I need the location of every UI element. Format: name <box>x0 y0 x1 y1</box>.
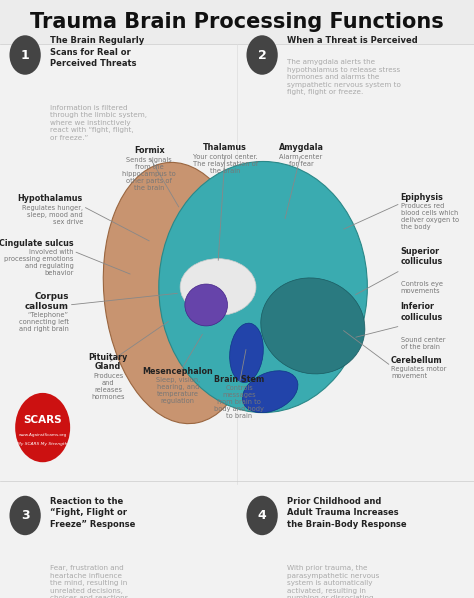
Text: Hypothalamus: Hypothalamus <box>18 194 83 203</box>
FancyBboxPatch shape <box>0 0 474 44</box>
Ellipse shape <box>229 323 264 383</box>
Text: Fear, frustration and
heartache influence
the mind, resulting in
unrelated decis: Fear, frustration and heartache influenc… <box>50 565 131 598</box>
Circle shape <box>9 35 41 75</box>
Text: Sleep, vision,
hearing, and
temperature
regulation: Sleep, vision, hearing, and temperature … <box>155 377 200 404</box>
Circle shape <box>246 35 278 75</box>
Circle shape <box>15 393 70 462</box>
Text: Mesencephalon: Mesencephalon <box>142 367 213 376</box>
Text: www.AgainstScams.org: www.AgainstScams.org <box>18 433 67 437</box>
Text: 1: 1 <box>21 48 29 62</box>
Ellipse shape <box>159 161 367 413</box>
Text: Information is filtered
through the limbic system,
where we instinctively
react : Information is filtered through the limb… <box>50 105 147 141</box>
Text: “Telephone”
connecting left
and right brain: “Telephone” connecting left and right br… <box>19 312 69 332</box>
Circle shape <box>9 496 41 535</box>
Text: Cingulate sulcus: Cingulate sulcus <box>0 239 73 248</box>
Text: Prior Childhood and
Adult Trauma Increases
the Brain-Body Response: Prior Childhood and Adult Trauma Increas… <box>287 497 407 529</box>
Ellipse shape <box>185 284 228 326</box>
Text: Alarm center
for fear: Alarm center for fear <box>279 154 323 167</box>
Text: Trauma Brain Processing Functions: Trauma Brain Processing Functions <box>30 12 444 32</box>
Text: 4: 4 <box>258 509 266 522</box>
Ellipse shape <box>242 371 298 413</box>
Text: Thalamus: Thalamus <box>203 144 247 152</box>
Text: My SCARS My Strength: My SCARS My Strength <box>18 443 68 446</box>
Text: Produces
and
releases
hormones: Produces and releases hormones <box>91 373 125 399</box>
Text: Controls
messages
from brain to
body and body
to brain: Controls messages from brain to body and… <box>214 385 264 419</box>
Text: Produces red
blood cells which
deliver oxygen to
the body: Produces red blood cells which deliver o… <box>401 203 459 230</box>
Text: Reaction to the
“Fight, Flight or
Freeze” Response: Reaction to the “Fight, Flight or Freeze… <box>50 497 136 529</box>
Ellipse shape <box>103 163 257 423</box>
Text: callosum: callosum <box>25 302 69 311</box>
Text: Your control center.
The relay station of
the brain: Your control center. The relay station o… <box>192 154 258 173</box>
Text: Involved with
processing emotions
and regulating
behavior: Involved with processing emotions and re… <box>4 249 73 276</box>
Ellipse shape <box>261 278 365 374</box>
Text: The Brain Regularly
Scans for Real or
Perceived Threats: The Brain Regularly Scans for Real or Pe… <box>50 36 145 68</box>
Text: Corpus: Corpus <box>34 292 69 301</box>
Text: Regulates hunger,
sleep, mood and
sex drive: Regulates hunger, sleep, mood and sex dr… <box>22 205 83 224</box>
Text: Cerebellum: Cerebellum <box>391 356 443 365</box>
Text: Sends signals
from the
hippocampus to
other parts of
the brain: Sends signals from the hippocampus to ot… <box>122 157 176 191</box>
Text: 3: 3 <box>21 509 29 522</box>
Text: Amygdala: Amygdala <box>279 144 323 152</box>
Text: Brain Stem: Brain Stem <box>214 375 264 384</box>
Text: Regulates motor
movement: Regulates motor movement <box>391 366 447 379</box>
Text: Controls eye
movements: Controls eye movements <box>401 281 443 294</box>
Text: Superior
colliculus: Superior colliculus <box>401 247 443 266</box>
Text: The amygdala alerts the
hypothalamus to release stress
hormones and alarms the
s: The amygdala alerts the hypothalamus to … <box>287 59 401 95</box>
Text: Gland: Gland <box>95 362 121 371</box>
Ellipse shape <box>180 258 256 315</box>
Text: SCARS: SCARS <box>23 416 62 425</box>
Text: 2: 2 <box>258 48 266 62</box>
Circle shape <box>246 496 278 535</box>
Text: Formix: Formix <box>134 147 164 155</box>
Text: When a Threat is Perceived: When a Threat is Perceived <box>287 36 418 45</box>
Text: Epiphysis: Epiphysis <box>401 193 443 202</box>
Text: Inferior
colliculus: Inferior colliculus <box>401 303 443 322</box>
Text: Pituitary: Pituitary <box>88 353 128 362</box>
Text: Sound center
of the brain: Sound center of the brain <box>401 337 445 350</box>
Text: With prior trauma, the
parasympathetic nervous
system is automatically
activated: With prior trauma, the parasympathetic n… <box>287 565 380 598</box>
